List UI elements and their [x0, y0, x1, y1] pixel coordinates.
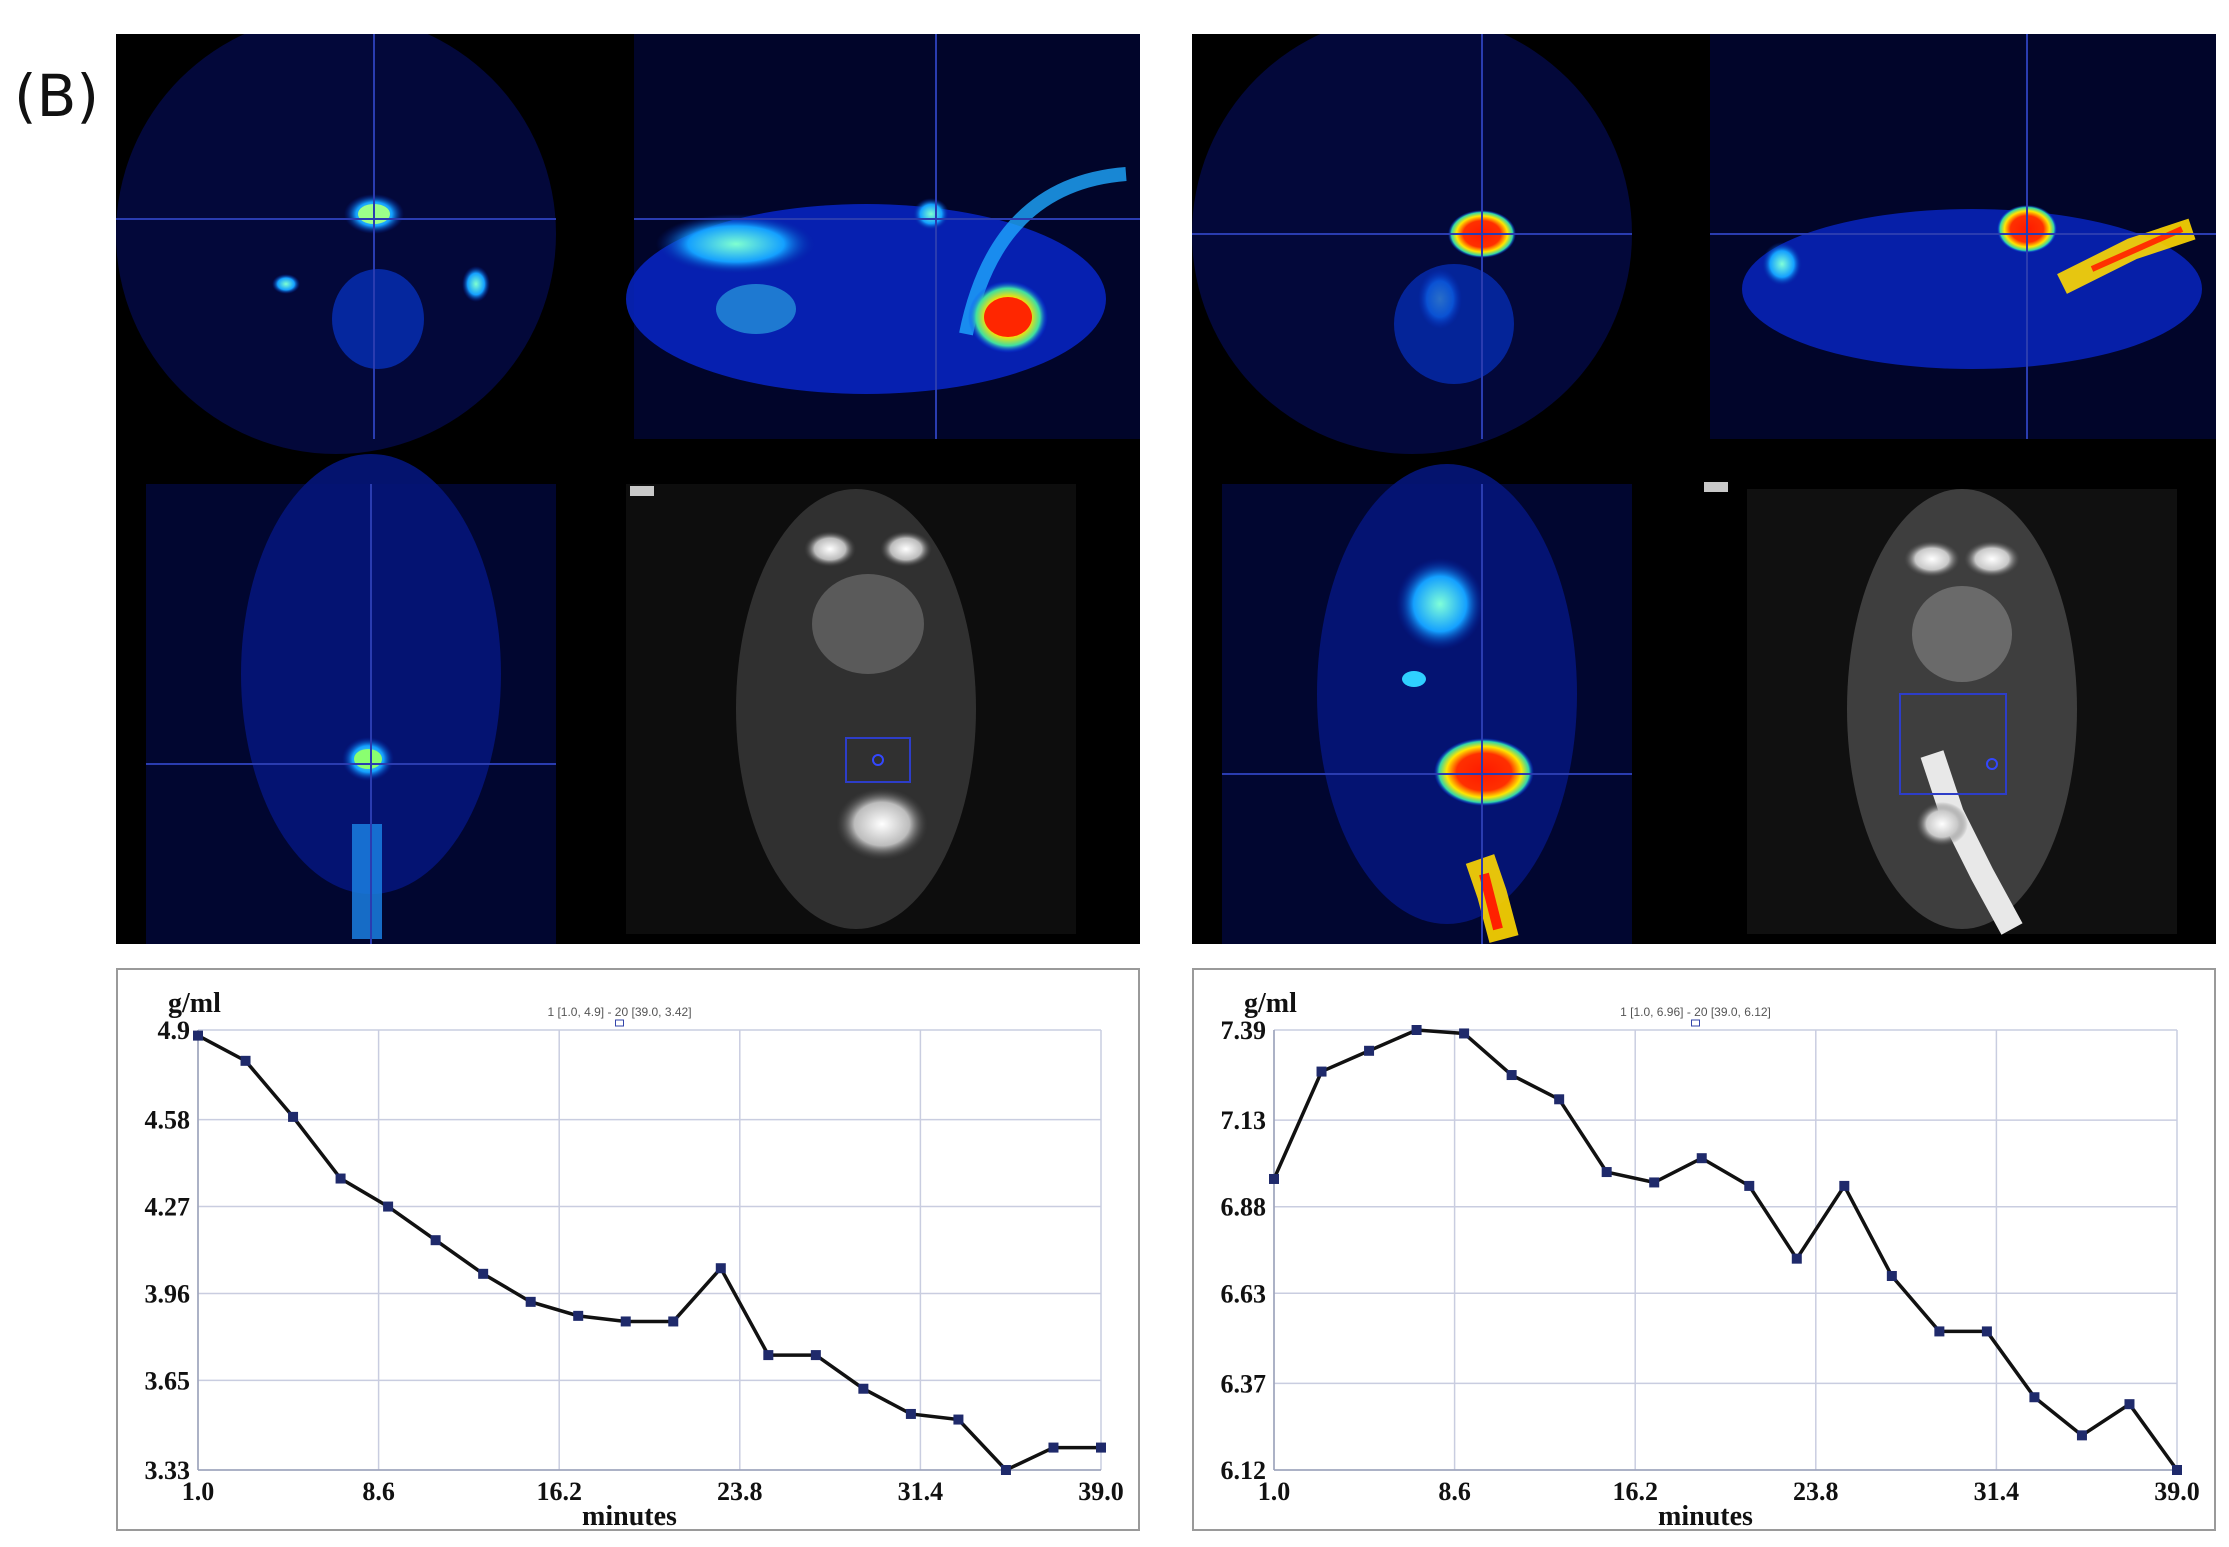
data-point — [478, 1268, 489, 1279]
data-point — [288, 1111, 299, 1122]
data-point — [763, 1350, 774, 1361]
sagittal-view — [1710, 34, 2216, 439]
coronal-view — [146, 454, 556, 944]
y-tick-label: 6.12 — [1221, 1456, 1267, 1485]
x-tick-label: 31.4 — [1974, 1477, 2020, 1506]
axial-view — [1192, 34, 1632, 454]
data-point — [1649, 1177, 1660, 1188]
data-point — [2029, 1392, 2040, 1403]
data-point — [905, 1408, 916, 1419]
data-point — [193, 1030, 203, 1041]
data-point — [525, 1296, 536, 1307]
data-point — [1048, 1442, 1059, 1453]
data-point — [1000, 1465, 1011, 1475]
data-point — [1744, 1180, 1755, 1191]
y-tick-label: 3.33 — [145, 1456, 191, 1485]
data-point — [430, 1235, 441, 1246]
y-tick-label: 4.27 — [145, 1193, 191, 1222]
data-point — [1554, 1094, 1565, 1105]
data-point — [715, 1263, 726, 1274]
time-activity-chart-right: 7.39 7.13 6.88 6.63 6.37 6.12 1.0 8.6 16.2 23.8 31… — [1192, 968, 2216, 1532]
x-tick-label: 31.4 — [898, 1477, 944, 1506]
y-tick-label: 4.9 — [158, 1016, 191, 1045]
mip-view — [1747, 489, 2177, 935]
data-point — [953, 1414, 964, 1425]
data-point — [1364, 1045, 1375, 1056]
y-tick-label: 3.96 — [145, 1279, 191, 1308]
data-point — [810, 1350, 821, 1361]
data-point — [335, 1173, 346, 1184]
y-tick-label: 3.65 — [145, 1366, 191, 1395]
data-point — [2076, 1430, 2087, 1441]
x-tick-label: 23.8 — [1793, 1477, 1839, 1506]
data-point — [1934, 1326, 1945, 1337]
series-line — [1272, 1028, 2179, 1472]
data-point — [620, 1316, 631, 1327]
data-point — [1459, 1028, 1470, 1039]
y-tick-label: 4.58 — [145, 1106, 191, 1135]
pet-scan-panel-right — [1192, 34, 2216, 944]
data-point — [573, 1310, 584, 1321]
data-point — [858, 1383, 869, 1394]
data-point — [2124, 1399, 2135, 1410]
data-point — [1981, 1326, 1992, 1337]
x-tick-label: 23.8 — [717, 1477, 763, 1506]
axial-view — [116, 34, 556, 454]
coronal-view — [1222, 464, 1632, 944]
panel-label: (B) — [14, 62, 100, 130]
data-point — [1411, 1025, 1422, 1035]
x-tick-label: 39.0 — [2154, 1477, 2200, 1506]
x-tick-label: 16.2 — [536, 1477, 582, 1506]
x-axis-label: minutes — [1658, 1501, 1753, 1532]
y-tick-label: 6.88 — [1221, 1193, 1267, 1222]
range-annotation: 1 [1.0, 4.9] - 20 [39.0, 3.42] — [547, 1005, 691, 1019]
x-tick-label: 8.6 — [1438, 1477, 1471, 1506]
data-point — [2172, 1465, 2182, 1475]
data-point — [1506, 1070, 1517, 1081]
time-activity-chart-left: 4.9 4.58 4.27 3.96 3.65 3.33 1.0 8.6 16.2 23.8 31.… — [116, 968, 1140, 1532]
range-handle-icon — [615, 1019, 624, 1027]
data-point — [240, 1055, 251, 1066]
data-point — [1096, 1442, 1106, 1453]
series-line — [197, 1034, 1101, 1473]
x-axis-label: minutes — [582, 1501, 677, 1532]
data-point — [1601, 1167, 1612, 1178]
x-tick-label: 39.0 — [1078, 1477, 1124, 1506]
mip-badge-icon — [1704, 482, 1728, 492]
data-point — [1791, 1253, 1802, 1264]
x-tick-label: 16.2 — [1612, 1477, 1658, 1506]
data-point — [1839, 1180, 1850, 1191]
y-tick-label: 6.37 — [1221, 1369, 1267, 1398]
mip-view — [626, 484, 1076, 934]
pet-scan-panel-left — [116, 34, 1140, 944]
data-point — [1886, 1270, 1897, 1281]
mip-badge-icon — [630, 486, 654, 496]
x-tick-label: 1.0 — [1258, 1477, 1291, 1506]
y-tick-label: 7.13 — [1221, 1106, 1267, 1135]
x-tick-label: 1.0 — [182, 1477, 215, 1506]
y-tick-label: 7.39 — [1221, 1016, 1267, 1045]
y-axis-label: g/ml — [168, 988, 221, 1019]
data-point — [1316, 1066, 1327, 1077]
range-annotation: 1 [1.0, 6.96] - 20 [39.0, 6.12] — [1620, 1005, 1771, 1019]
data-point — [383, 1201, 394, 1212]
x-tick-label: 8.6 — [362, 1477, 395, 1506]
data-point — [668, 1316, 679, 1327]
range-handle-icon — [1691, 1019, 1700, 1027]
y-tick-label: 6.63 — [1221, 1279, 1267, 1308]
data-point — [1696, 1153, 1707, 1164]
y-axis-label: g/ml — [1244, 988, 1297, 1019]
data-point — [1269, 1173, 1279, 1184]
sagittal-view — [626, 34, 1140, 439]
